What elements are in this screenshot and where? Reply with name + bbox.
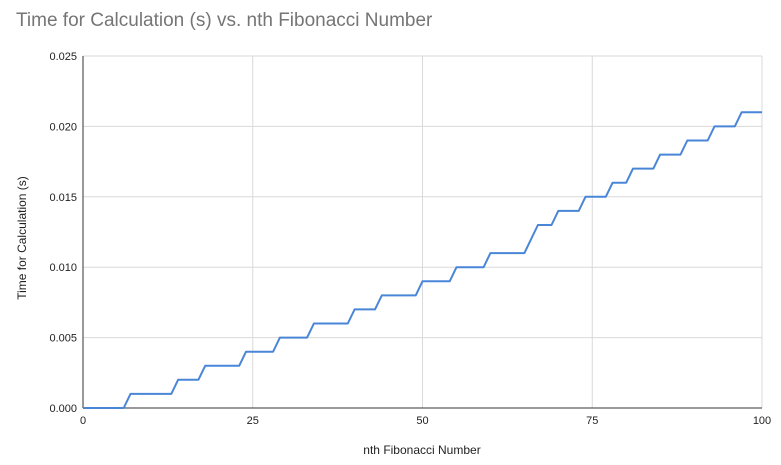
chart-title: Time for Calculation (s) vs. nth Fibonac…: [16, 10, 433, 31]
y-tick-label: 0.000: [49, 403, 77, 415]
x-axis-title: nth Fibonacci Number: [363, 443, 480, 457]
series-line: [83, 111, 762, 409]
series-layer: [83, 111, 762, 409]
tick-labels: 0.000 0.005 0.010 0.015 0.020 0.025 0 25 50 75 100: [49, 51, 771, 427]
y-axis-title: Time for Calculation (s): [15, 176, 29, 300]
x-tick-label: 75: [586, 415, 598, 427]
y-tick-label: 0.025: [49, 51, 77, 63]
x-tick-label: 25: [247, 415, 259, 427]
x-tick-label: 50: [416, 415, 428, 427]
x-tick-label: 0: [80, 415, 86, 427]
y-tick-label: 0.015: [49, 192, 77, 204]
grid-lines: [83, 55, 763, 408]
axes: [82, 56, 762, 409]
x-tick-label: 100: [753, 415, 771, 427]
y-tick-label: 0.010: [49, 262, 77, 274]
y-tick-label: 0.020: [49, 121, 77, 133]
y-tick-label: 0.005: [49, 333, 77, 345]
